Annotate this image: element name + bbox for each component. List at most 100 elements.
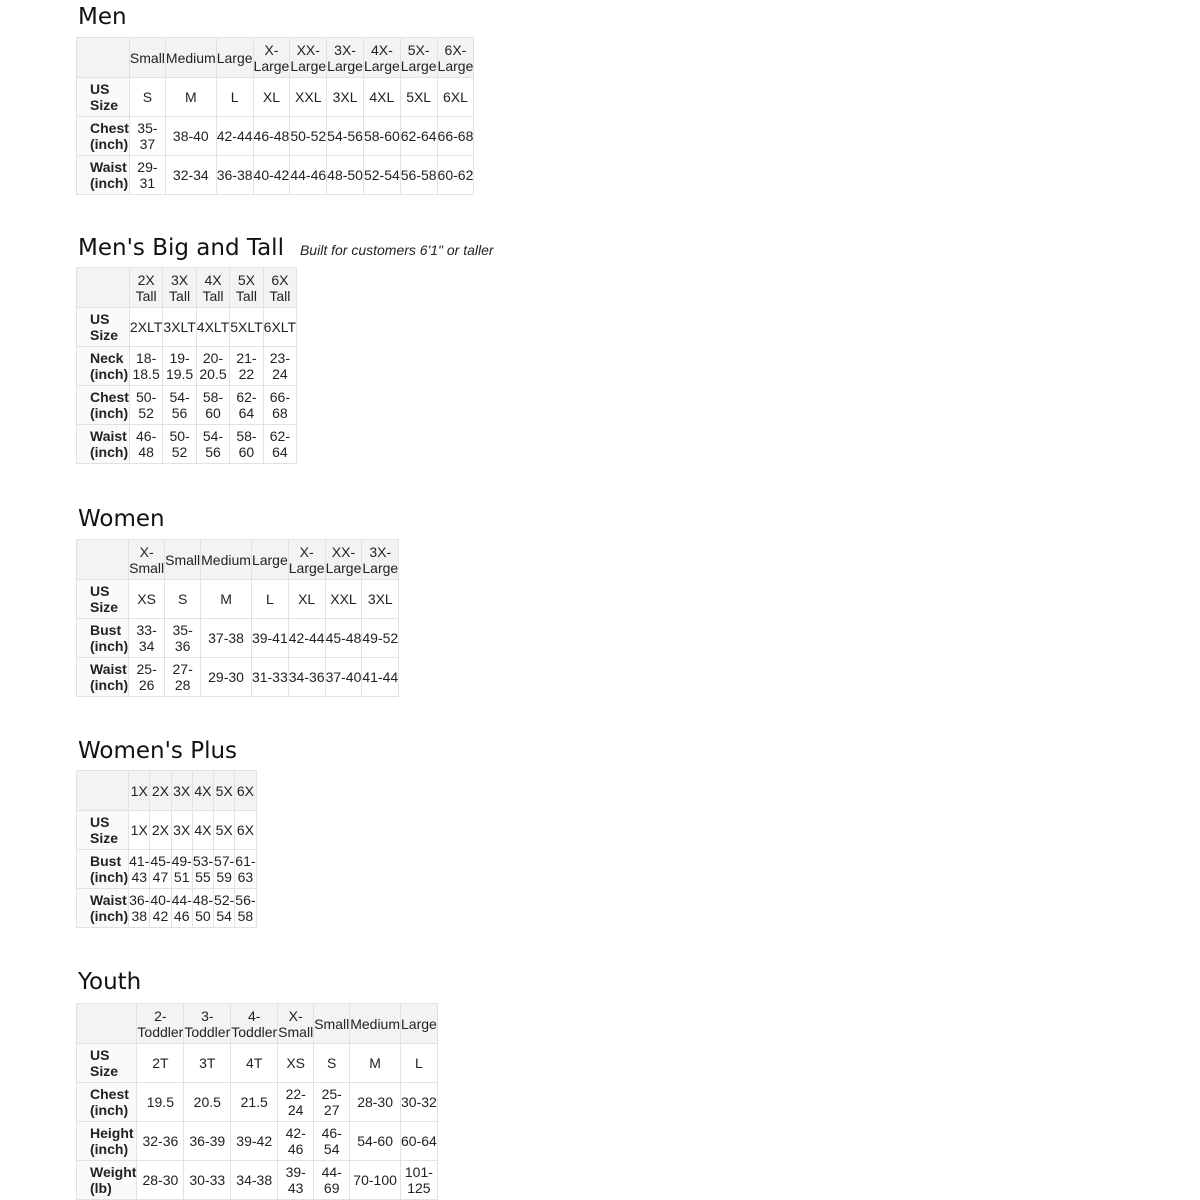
corner-cell [76, 267, 130, 308]
table-row: Waist (inch) 46-48 50-52 54-56 58-60 62-64 [76, 424, 298, 464]
table-cell: 42-44 [287, 618, 326, 658]
table-cell: 4T [230, 1043, 279, 1083]
column-header: XX-Large [324, 539, 363, 580]
section-title: Women [78, 506, 165, 532]
table-cell: 49-52 [361, 618, 400, 658]
column-header: Large [250, 539, 289, 580]
table-cell: 35-36 [164, 618, 202, 658]
column-header: 2X Tall [128, 267, 164, 308]
table-cell: 70-100 [349, 1160, 401, 1200]
header-row: 1X 2X 3X 4X 5X 6X [75, 770, 257, 811]
table-cell: XS [277, 1043, 315, 1083]
column-header: 4X-Large [362, 37, 401, 78]
table-cell: 32-34 [164, 155, 217, 195]
table-cell: 48-50 [326, 155, 364, 195]
table-row: Height (inch) 32-36 36-39 39-42 42-46 46-54 54… [75, 1121, 438, 1161]
table-cell: 30-32 [400, 1082, 438, 1122]
table-cell: 42-44 [215, 116, 254, 156]
table-cell: 56-58 [399, 155, 438, 195]
table-row: Weight (lb) 28-30 30-33 34-38 39-43 44-69 70-1… [75, 1160, 438, 1200]
column-header: Small [128, 37, 166, 78]
table-cell: 5XLT [229, 307, 264, 347]
table-cell: 54-56 [326, 116, 364, 156]
table-cell: XL [252, 77, 291, 117]
table-cell: 34-36 [287, 657, 326, 697]
header-row: 2-Toddler 3-Toddler 4-Toddler X-Small Small M… [75, 1003, 438, 1044]
table-cell: 36-39 [183, 1121, 232, 1161]
table-cell: L [250, 579, 289, 619]
table-cell: 3X [170, 810, 193, 850]
table-cell: 31-33 [250, 657, 289, 697]
table-cell: 6XLT [262, 307, 298, 347]
table-row: Chest (inch) 19.5 20.5 21.5 22-24 25-27 28-30 3… [75, 1082, 438, 1122]
corner-cell [76, 37, 130, 78]
column-header: 3X-Large [361, 539, 400, 580]
row-label: Waist (inch) [76, 424, 130, 464]
table-row: US Size XS S M L XL XXL 3XL [75, 579, 400, 619]
size-table: 2-Toddler 3-Toddler 4-Toddler X-Small Small M… [75, 1003, 438, 1200]
table-cell: XS [128, 579, 166, 619]
table-cell: 54-56 [195, 424, 231, 464]
table-cell: 32-36 [136, 1121, 185, 1161]
table-cell: 21-22 [229, 346, 264, 386]
row-label: Waist (inch) [75, 888, 130, 928]
table-cell: 53-55 [191, 849, 215, 889]
table-cell: 50-52 [162, 424, 197, 464]
table-cell: M [200, 579, 252, 619]
table-cell: 39-43 [277, 1160, 315, 1200]
table-cell: 62-64 [262, 424, 298, 464]
table-cell: 60-62 [436, 155, 475, 195]
table-cell: 6XL [436, 77, 475, 117]
table-cell: 2XLT [128, 307, 164, 347]
table-cell: 46-54 [313, 1121, 351, 1161]
table-cell: XXL [324, 579, 363, 619]
row-label: Chest (inch) [76, 116, 130, 156]
table-cell: 3XLT [162, 307, 197, 347]
table-cell: 56-58 [234, 888, 257, 928]
table-cell: 3XL [326, 77, 364, 117]
column-header: X-Small [277, 1003, 315, 1044]
table-cell: 101-125 [400, 1160, 438, 1200]
row-label: US Size [76, 77, 130, 117]
table-cell: 60-64 [400, 1121, 438, 1161]
table-cell: 41-44 [361, 657, 400, 697]
table-cell: 29-31 [128, 155, 166, 195]
table-cell: 27-28 [164, 657, 202, 697]
row-label: Neck (inch) [76, 346, 130, 386]
table-cell: 23-24 [262, 346, 298, 386]
table-cell: M [164, 77, 217, 117]
section-subtitle: Built for customers 6'1" or taller [299, 242, 494, 258]
table-cell: 62-64 [229, 385, 264, 425]
column-header: Large [400, 1003, 438, 1044]
table-cell: 20-20.5 [195, 346, 231, 386]
table-cell: 21.5 [230, 1082, 279, 1122]
table-cell: 66-68 [262, 385, 298, 425]
table-cell: 25-27 [313, 1082, 351, 1122]
table-row: US Size S M L XL XXL 3XL 4XL 5XL 6XL [76, 77, 475, 117]
table-cell: 34-38 [230, 1160, 279, 1200]
table-cell: 46-48 [128, 424, 164, 464]
column-header: XX-Large [289, 37, 328, 78]
table-cell: 37-40 [324, 657, 363, 697]
table-row: Chest (inch) 50-52 54-56 58-60 62-64 66-68 [76, 385, 298, 425]
column-header: 2-Toddler [136, 1003, 185, 1044]
table-row: Bust (inch) 33-34 35-36 37-38 39-41 42-44 45-4… [75, 618, 400, 658]
table-row: US Size 2T 3T 4T XS S M L [75, 1043, 438, 1083]
table-cell: 36-38 [128, 888, 151, 928]
table-cell: 19.5 [136, 1082, 185, 1122]
table-cell: 5XL [399, 77, 438, 117]
table-cell: 41-43 [128, 849, 151, 889]
section-title: Women's Plus [78, 738, 238, 764]
table-cell: 2X [149, 810, 172, 850]
table-cell: 3T [183, 1043, 232, 1083]
column-header: 6X-Large [436, 37, 475, 78]
table-cell: 28-30 [136, 1160, 185, 1200]
column-header: Medium [200, 539, 252, 580]
table-cell: S [164, 579, 202, 619]
column-header: 5X-Large [399, 37, 438, 78]
table-cell: 2T [136, 1043, 185, 1083]
table-cell: 37-38 [200, 618, 252, 658]
table-cell: 54-60 [349, 1121, 401, 1161]
table-row: Neck (inch) 18-18.5 19-19.5 20-20.5 21-22 23-… [76, 346, 298, 386]
corner-cell [75, 770, 130, 811]
